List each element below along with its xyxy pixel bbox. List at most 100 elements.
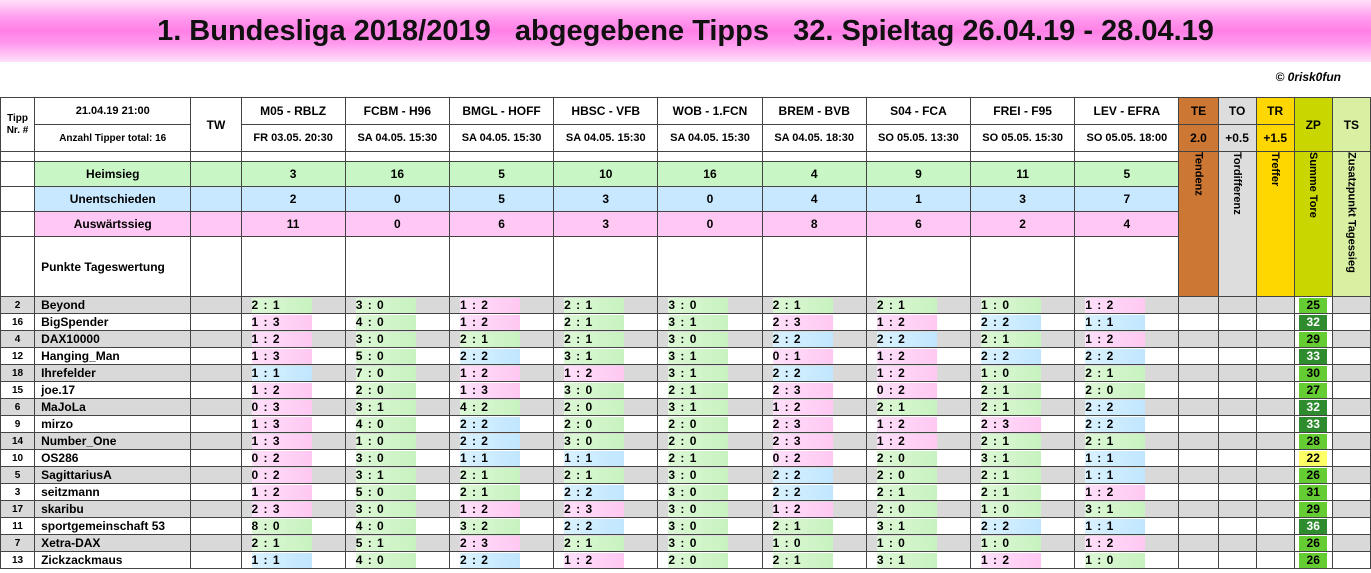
tip-value: 1 : 2 <box>876 314 937 330</box>
tip-cell: 2 : 2 <box>448 347 555 365</box>
match-spacer <box>1074 151 1180 162</box>
tip-cell: 1 : 1 <box>448 449 555 467</box>
tr-points <box>1255 313 1295 331</box>
tip-value: 3 : 0 <box>564 433 625 449</box>
tip-value: 2 : 2 <box>981 518 1042 534</box>
player-nr: 4 <box>0 330 36 348</box>
stat-count: 0 <box>344 211 450 237</box>
zp-value: 27 <box>1293 381 1333 399</box>
tip-cell: 2 : 0 <box>865 466 972 484</box>
tip-cell: 1 : 3 <box>240 347 346 365</box>
copyright-label: © 0risk0fun <box>1275 70 1341 84</box>
tip-value: 2 : 1 <box>668 450 729 466</box>
tip-cell: 0 : 3 <box>240 398 346 416</box>
punkte-cell <box>970 236 1076 297</box>
tip-cell: 2 : 1 <box>970 330 1076 348</box>
tip-value: 3 : 0 <box>668 331 729 347</box>
ts-points <box>1331 296 1371 314</box>
tip-cell: 2 : 0 <box>657 551 763 569</box>
tip-cell: 3 : 1 <box>865 551 972 569</box>
tip-value: 2 : 3 <box>772 433 833 449</box>
tip-value: 0 : 2 <box>251 467 312 483</box>
tip-value: 4 : 0 <box>355 416 416 432</box>
tip-cell: 2 : 3 <box>970 415 1076 433</box>
te-points <box>1178 534 1219 552</box>
tip-value: 2 : 1 <box>459 331 520 347</box>
tip-value: 2 : 1 <box>981 484 1042 500</box>
zp-value: 25 <box>1293 296 1333 314</box>
stat-count: 4 <box>761 161 867 187</box>
match-date-header: SO 05.05. 13:30 <box>865 124 972 152</box>
tip-cell: 2 : 2 <box>1074 415 1180 433</box>
tip-value: 2 : 2 <box>876 331 937 347</box>
tr-points <box>1255 483 1295 501</box>
zp-value-box: 36 <box>1299 518 1328 534</box>
tip-value: 1 : 2 <box>251 331 312 347</box>
to-points <box>1217 381 1257 399</box>
player-tw <box>190 347 242 365</box>
tip-cell: 2 : 1 <box>657 449 763 467</box>
player-name: Xetra-DAX <box>34 534 192 552</box>
player-tw <box>190 432 242 450</box>
tip-cell: 2 : 1 <box>448 466 555 484</box>
match-date-header: SA 04.05. 18:30 <box>761 124 867 152</box>
stat-tw <box>190 161 242 187</box>
tip-cell: 1 : 2 <box>1074 296 1180 314</box>
tip-value: 2 : 1 <box>772 297 833 313</box>
tip-value: 1 : 2 <box>459 314 520 330</box>
to-header: TO <box>1217 97 1257 125</box>
tip-value: 2 : 2 <box>564 484 625 500</box>
tip-value: 2 : 0 <box>876 501 937 517</box>
tip-value: 2 : 3 <box>981 416 1042 432</box>
player-nr: 17 <box>0 500 36 518</box>
stat-count: 9 <box>865 161 972 187</box>
tip-cell: 3 : 1 <box>865 517 972 535</box>
tr-header: TR <box>1255 97 1295 125</box>
stat-count: 0 <box>657 186 763 212</box>
tip-cell: 3 : 1 <box>344 466 450 484</box>
tip-cell: 1 : 2 <box>970 551 1076 569</box>
zp-value: 29 <box>1293 500 1333 518</box>
tip-value: 3 : 1 <box>1085 501 1146 517</box>
stat-tw <box>190 186 242 212</box>
tip-value: 2 : 1 <box>772 518 833 534</box>
zp-vertical-text: Summe Tore <box>1307 152 1320 218</box>
tip-cell: 2 : 1 <box>240 534 346 552</box>
tip-cell: 1 : 2 <box>865 347 972 365</box>
zp-value: 31 <box>1293 483 1333 501</box>
tip-cell: 2 : 1 <box>1074 364 1180 382</box>
tip-cell: 1 : 3 <box>240 313 346 331</box>
tip-value: 1 : 0 <box>876 535 937 551</box>
tip-value: 2 : 3 <box>772 314 833 330</box>
stat-count: 3 <box>240 161 346 187</box>
stat-count: 16 <box>657 161 763 187</box>
tip-cell: 2 : 2 <box>553 483 659 501</box>
tip-cell: 2 : 2 <box>970 347 1076 365</box>
ts-header: TS <box>1331 97 1371 152</box>
tip-value: 1 : 1 <box>251 365 312 381</box>
stat-count: 8 <box>761 211 867 237</box>
tip-cell: 2 : 2 <box>761 330 867 348</box>
te-header: TE <box>1178 97 1219 125</box>
te-vertical-label: Tendenz <box>1178 151 1219 297</box>
match-teams-header: BMGL - HOFF <box>448 97 555 125</box>
tr-points <box>1255 517 1295 535</box>
zp-value: 33 <box>1293 347 1333 365</box>
tip-value: 3 : 1 <box>668 314 729 330</box>
to-points <box>1217 432 1257 450</box>
player-name: skaribu <box>34 500 192 518</box>
tip-value: 3 : 0 <box>668 518 729 534</box>
tip-cell: 2 : 1 <box>761 517 867 535</box>
tip-value: 1 : 2 <box>1085 331 1146 347</box>
tip-value: 3 : 0 <box>355 297 416 313</box>
zp-value-box: 32 <box>1299 314 1328 330</box>
match-teams-header: HBSC - VFB <box>553 97 659 125</box>
zp-value-box: 28 <box>1299 433 1328 449</box>
tip-cell: 2 : 2 <box>553 517 659 535</box>
stat-count: 0 <box>344 186 450 212</box>
tip-value: 1 : 1 <box>251 552 312 568</box>
tip-value: 2 : 1 <box>459 467 520 483</box>
tip-cell: 2 : 2 <box>865 330 972 348</box>
tip-cell: 2 : 1 <box>970 398 1076 416</box>
tip-value: 3 : 2 <box>459 518 520 534</box>
